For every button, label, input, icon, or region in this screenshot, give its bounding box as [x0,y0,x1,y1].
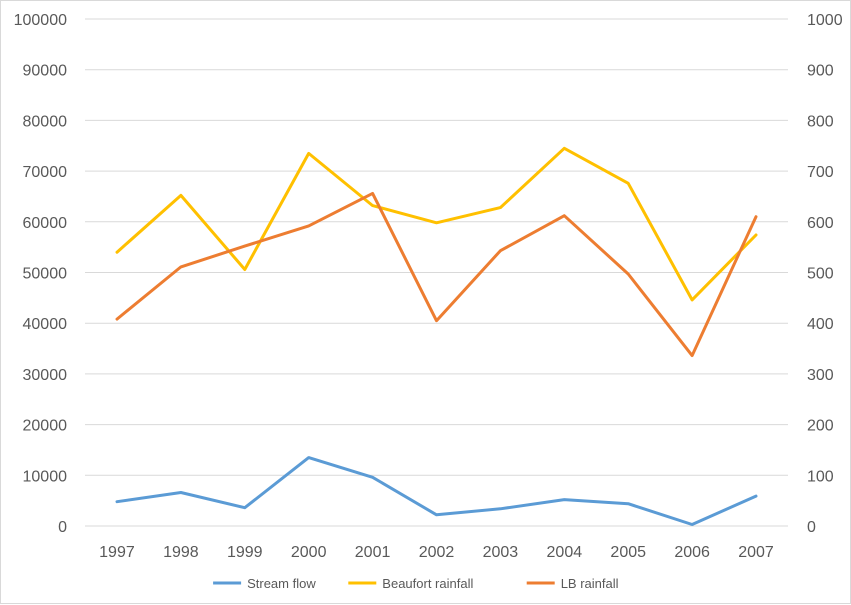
left-axis-tick-labels: 0 10000 20000 30000 40000 50000 60000 70000 8000… [14,12,67,536]
gridlines [85,18,788,527]
left-axis-tick-label: 70000 [23,164,68,181]
legend-label-beaufort-rainfall: Beaufort rainfall [382,576,473,591]
series-line-stream-flow [115,456,758,526]
right-axis-tick-label: 800 [807,113,834,130]
series-lines [115,146,758,526]
x-axis-tick-label: 1999 [227,544,263,561]
legend: Stream flow Beaufort rainfall LB rainfall [213,576,619,591]
x-axis-tick-label: 2007 [738,544,774,561]
series-line-beaufort-rainfall [115,146,758,302]
left-axis-tick-label: 100000 [14,12,67,29]
left-axis-tick-label: 30000 [23,367,68,384]
right-axis-tick-label: 700 [807,164,834,181]
x-axis-tick-label: 2005 [610,544,646,561]
left-axis-tick-label: 10000 [23,468,68,485]
left-axis-tick-label: 90000 [23,63,68,80]
left-axis-tick-label: 50000 [23,266,68,283]
right-axis-tick-label: 900 [807,63,834,80]
left-axis-tick-label: 60000 [23,215,68,232]
right-axis-tick-label: 200 [807,418,834,435]
left-axis-tick-label: 80000 [23,113,68,130]
right-axis-tick-label: 1000 [807,12,843,29]
x-axis-tick-label: 2001 [355,544,391,561]
right-axis-tick-label: 400 [807,316,834,333]
right-axis-tick-label: 600 [807,215,834,232]
right-axis-tick-label: 0 [807,519,816,536]
left-axis-tick-label: 0 [58,519,67,536]
right-axis-tick-label: 100 [807,468,834,485]
left-axis-tick-label: 40000 [23,316,68,333]
right-axis-tick-labels: 0 100 200 300 400 500 600 700 800 900 1000 [807,12,843,536]
x-axis-tick-label: 2002 [419,544,455,561]
left-axis-tick-label: 20000 [23,418,68,435]
x-axis-tick-label: 1998 [163,544,199,561]
x-axis-tick-label: 2004 [547,544,583,561]
legend-label-stream-flow: Stream flow [247,576,316,591]
x-axis-tick-label: 1997 [99,544,135,561]
right-axis-tick-label: 500 [807,266,834,283]
right-axis-tick-label: 300 [807,367,834,384]
legend-label-lb-rainfall: LB rainfall [561,576,619,591]
x-axis-tick-label: 2006 [674,544,710,561]
series-line-lb-rainfall [115,191,758,358]
x-axis-tick-label: 2003 [483,544,519,561]
x-axis-tick-labels: 1997 1998 1999 2000 2001 2002 2003 2004 2005 2006… [99,544,774,561]
x-axis-tick-label: 2000 [291,544,327,561]
